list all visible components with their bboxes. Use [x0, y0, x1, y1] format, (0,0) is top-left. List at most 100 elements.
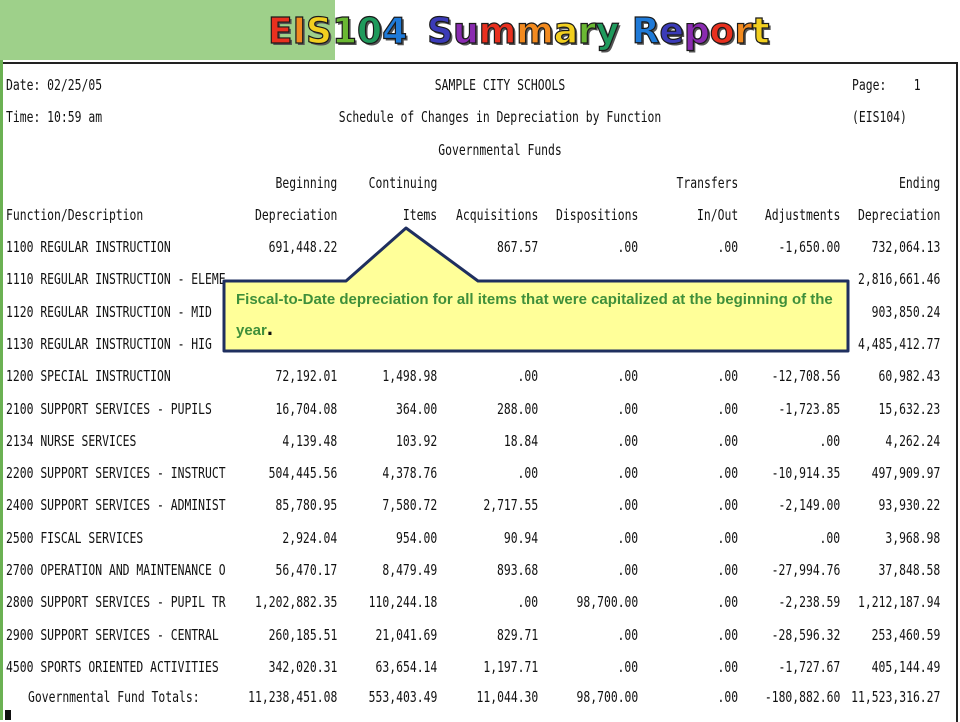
table-cell-continuing: 21,041.69 — [375, 626, 437, 644]
table-cell-ending: 497,909.97 — [871, 464, 940, 482]
table-cell-transfers: .00 — [717, 626, 738, 644]
totals-cell-dispositions: 98,700.00 — [576, 688, 638, 706]
column-header: Acquisitions — [455, 206, 538, 224]
table-cell-acquisitions: 18.84 — [503, 432, 538, 450]
table-cell-ending: 732,064.13 — [871, 238, 940, 256]
table-cell-ending: 903,850.24 — [871, 303, 940, 321]
table-cell-transfers: .00 — [717, 496, 738, 514]
title-report-code: EIS104 — [267, 10, 408, 52]
title-letter: 0 — [356, 10, 383, 52]
report-time: Time: 10:59 am — [6, 108, 103, 126]
table-cell-ending: 253,460.59 — [871, 626, 940, 644]
table-cell-adjustments: -1,727.67 — [778, 658, 840, 676]
table-cell-beginning: 2,924.04 — [282, 529, 337, 547]
callout-balloon — [222, 226, 850, 353]
table-cell-transfers: .00 — [717, 529, 738, 547]
column-header: Items — [402, 206, 437, 224]
table-cell-beginning: 85,780.95 — [275, 496, 337, 514]
report-org: SAMPLE CITY SCHOOLS — [434, 76, 566, 94]
table-cell-ending: 93,930.22 — [878, 496, 940, 514]
table-cell-transfers: .00 — [717, 464, 738, 482]
table-cell-adjustments: -10,914.35 — [771, 464, 840, 482]
table-cell-ending: 37,848.58 — [878, 561, 940, 579]
callout-text: Fiscal-to-Date depreciation for all item… — [236, 286, 836, 345]
table-cell-continuing: 954.00 — [395, 529, 437, 547]
table-cell-acquisitions: 288.00 — [496, 400, 538, 418]
table-cell-beginning: 504,445.56 — [268, 464, 337, 482]
report-subtitle: Schedule of Changes in Depreciation by F… — [338, 108, 662, 126]
title-letter: u — [452, 10, 479, 52]
title-letter: R — [631, 10, 660, 52]
table-cell-description: 2400 SUPPORT SERVICES - ADMINIST — [6, 496, 226, 514]
table-cell-adjustments: -2,238.59 — [778, 593, 840, 611]
report-fund: Governmental Funds — [438, 141, 562, 159]
totals-label: Governmental Fund Totals: — [28, 688, 200, 706]
table-cell-ending: 60,982.43 — [878, 367, 940, 385]
table-cell-transfers: .00 — [717, 593, 738, 611]
corner-marker — [5, 710, 11, 720]
table-cell-description: 1110 REGULAR INSTRUCTION - ELEME — [6, 270, 226, 288]
report-date: Date: 02/25/05 — [6, 76, 103, 94]
table-cell-description: 2900 SUPPORT SERVICES - CENTRAL — [6, 626, 219, 644]
table-cell-ending: 2,816,661.46 — [857, 270, 940, 288]
table-cell-acquisitions: 893.68 — [496, 561, 538, 579]
table-cell-continuing: 110,244.18 — [368, 593, 437, 611]
table-cell-acquisitions: 829.71 — [496, 626, 538, 644]
table-cell-acquisitions: .00 — [517, 367, 538, 385]
table-cell-transfers: .00 — [717, 658, 738, 676]
table-cell-beginning: 691,448.22 — [268, 238, 337, 256]
column-header: Depreciation — [857, 206, 940, 224]
title-letter: 4 — [381, 10, 408, 52]
totals-cell-ending: 11,523,316.27 — [850, 688, 940, 706]
title-letter: e — [659, 10, 685, 52]
totals-cell-adjustments: -180,882.60 — [764, 688, 840, 706]
table-cell-beginning: 260,185.51 — [268, 626, 337, 644]
table-cell-continuing: 103.92 — [395, 432, 437, 450]
table-cell-adjustments: -1,650.00 — [778, 238, 840, 256]
table-cell-transfers: .00 — [717, 561, 738, 579]
table-cell-description: 2500 FISCAL SERVICES — [6, 529, 144, 547]
table-cell-beginning: 342,020.31 — [268, 658, 337, 676]
table-cell-adjustments: -28,596.32 — [771, 626, 840, 644]
totals-cell-continuing: 553,403.49 — [368, 688, 437, 706]
totals-cell-beginning: 11,238,451.08 — [247, 688, 337, 706]
table-cell-acquisitions: .00 — [517, 593, 538, 611]
title-letter: t — [752, 10, 770, 52]
table-cell-adjustments: -1,723.85 — [778, 400, 840, 418]
table-cell-continuing: 8,479.49 — [382, 561, 437, 579]
table-cell-dispositions: .00 — [617, 238, 638, 256]
table-cell-beginning: 1,202,882.35 — [254, 593, 337, 611]
table-cell-acquisitions: 867.57 — [496, 238, 538, 256]
totals-cell-transfers: .00 — [717, 688, 738, 706]
table-cell-ending: 405,144.49 — [871, 658, 940, 676]
column-header: In/Out — [696, 206, 738, 224]
table-cell-description: 1200 SPECIAL INSTRUCTION — [6, 367, 171, 385]
corner-green-block — [0, 0, 335, 60]
column-header: Adjustments — [764, 206, 840, 224]
table-cell-adjustments: -12,708.56 — [771, 367, 840, 385]
table-cell-description: 1120 REGULAR INSTRUCTION - MID — [6, 303, 212, 321]
table-cell-acquisitions: 90.94 — [503, 529, 538, 547]
slide-title: EIS104 Summary Report — [267, 10, 771, 54]
table-cell-dispositions: 98,700.00 — [576, 593, 638, 611]
totals-cell-acquisitions: 11,044.30 — [476, 688, 538, 706]
table-cell-description: 2100 SUPPORT SERVICES - PUPILS — [6, 400, 212, 418]
table-cell-transfers: .00 — [717, 367, 738, 385]
report-page: Page: 1 — [852, 76, 921, 94]
table-cell-adjustments: -2,149.00 — [778, 496, 840, 514]
title-report-name: Summary Report — [427, 10, 771, 52]
table-cell-continuing: 1,498.98 — [382, 367, 437, 385]
report-id: (EIS104) — [852, 108, 907, 126]
table-cell-beginning: 16,704.08 — [275, 400, 337, 418]
table-cell-dispositions: .00 — [617, 561, 638, 579]
table-cell-description: 2200 SUPPORT SERVICES - INSTRUCT — [6, 464, 226, 482]
column-header: Function/Description — [6, 206, 144, 224]
table-cell-acquisitions: 2,717.55 — [483, 496, 538, 514]
title-letter: m — [478, 10, 517, 52]
table-cell-description: 4500 SPORTS ORIENTED ACTIVITIES — [6, 658, 219, 676]
title-letter: a — [553, 10, 579, 52]
table-cell-description: 2700 OPERATION AND MAINTENANCE O — [6, 561, 226, 579]
callout-period: . — [266, 315, 273, 340]
table-cell-acquisitions: 1,197.71 — [483, 658, 538, 676]
